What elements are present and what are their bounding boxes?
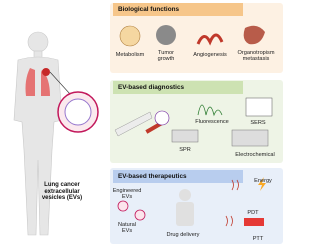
lung (41, 70, 50, 96)
energy-icon (258, 177, 266, 191)
figure-label: Lung cancer extracellular vesicles (EVs) (41, 182, 83, 202)
spectrum (197, 104, 223, 117)
electrochem-device (231, 129, 269, 147)
item-label: PTT (252, 236, 264, 242)
panel-title: EV-based therapeutics (118, 173, 187, 180)
human-figure (13, 31, 63, 236)
item-label: Energy (254, 178, 272, 184)
connector (49, 71, 71, 95)
organ-icon (243, 25, 265, 45)
ev-icon (134, 209, 146, 221)
item-label: Fluorescence (195, 119, 229, 125)
panel-bg (110, 168, 283, 244)
item-label: PDT (247, 210, 259, 216)
panel-bg (110, 3, 283, 73)
panel-header (113, 81, 243, 94)
panel-header (113, 3, 243, 16)
item-label: Organotropism metastasis (237, 50, 275, 62)
tumor-icon (156, 25, 176, 45)
patient-head (179, 189, 191, 201)
item-label: Electrochemical (235, 152, 275, 158)
item-label: Tumor growth (157, 50, 175, 62)
panel-title: EV-based diagnostics (118, 84, 185, 91)
panel-header (113, 170, 243, 183)
laser (244, 218, 264, 226)
ev-icon (154, 110, 170, 126)
page: Biological functions Metabolism Tumor gr… (13, 3, 283, 244)
patient-body (176, 202, 194, 226)
item-label: Natural EVs (117, 222, 137, 234)
sers-plot (245, 97, 273, 117)
heat (231, 179, 239, 191)
item-label: Angiogenesis (193, 52, 227, 58)
item-label: Drug delivery (166, 232, 200, 238)
arm (114, 111, 153, 137)
angiogenesis-icon (196, 33, 224, 46)
tumor (42, 68, 50, 76)
panel-title: Biological functions (118, 6, 180, 13)
item-label: Engineered EVs (112, 188, 142, 200)
spr-device (171, 129, 199, 143)
item-label: Metabolism (115, 52, 145, 58)
illustration (13, 3, 283, 244)
lung (25, 68, 35, 96)
vesicle-core (64, 98, 92, 126)
ev-icon (117, 200, 129, 212)
item-label: SPR (179, 147, 191, 153)
heat (225, 215, 233, 227)
metabolism-icon (119, 25, 141, 47)
item-label: SERS (250, 120, 266, 126)
